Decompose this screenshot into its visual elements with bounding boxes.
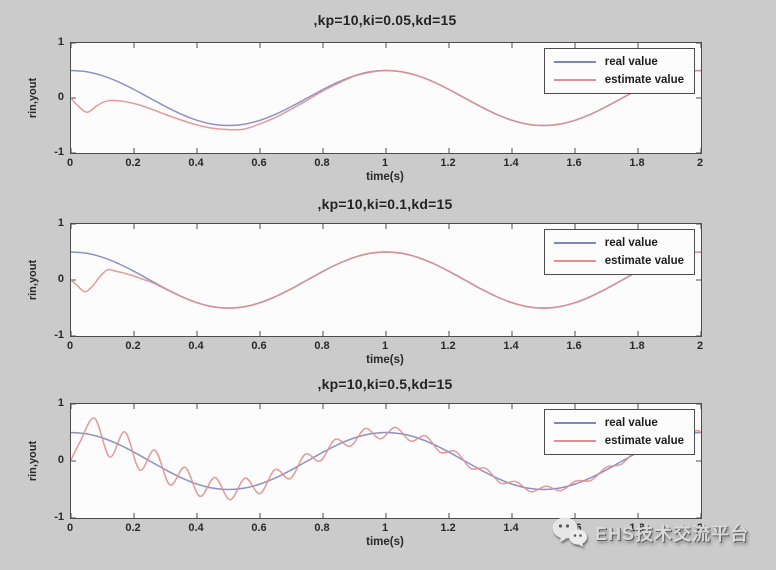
x-tick-label: 1.2 bbox=[440, 522, 456, 534]
x-tick-label: 1.8 bbox=[629, 522, 645, 534]
subplot-ki-0-1: ,kp=10,ki=0.1,kd=15 rin,yout real value … bbox=[0, 196, 776, 376]
wechat-icon bbox=[552, 517, 587, 547]
x-tick-label: 2 bbox=[696, 522, 704, 534]
x-tick-label: 1.2 bbox=[440, 157, 456, 169]
x-tick-label: 1.6 bbox=[566, 157, 582, 169]
x-tick-label: 0.2 bbox=[125, 157, 141, 169]
x-tick-label: 1.4 bbox=[503, 522, 519, 534]
x-tick-label: 0.6 bbox=[251, 340, 267, 352]
x-tick-label: 0.2 bbox=[125, 340, 141, 352]
subplot-ki-0-5: ,kp=10,ki=0.5,kd=15 rin,yout real value … bbox=[0, 376, 776, 570]
x-tick-label: 0.2 bbox=[125, 522, 141, 534]
x-tick-label: 2 bbox=[696, 340, 704, 352]
legend-line-real bbox=[553, 61, 596, 63]
x-tick-label: 0.8 bbox=[314, 340, 330, 352]
x-tick-label: 0.4 bbox=[188, 340, 204, 352]
x-tick-label: 0.8 bbox=[314, 522, 330, 534]
watermark: EHS技术交流平台 bbox=[551, 516, 749, 550]
legend: real value estimate value bbox=[543, 409, 695, 455]
x-axis-label: time(s) bbox=[366, 171, 404, 183]
legend-label: real value bbox=[604, 56, 658, 68]
plot-canvas bbox=[71, 43, 701, 153]
x-tick-label: 0.6 bbox=[251, 522, 267, 534]
y-tick-label: 0 bbox=[57, 454, 64, 466]
x-tick-label: 1 bbox=[381, 522, 389, 534]
plot-area: real value estimate value bbox=[70, 42, 702, 154]
legend-line-estimate bbox=[553, 440, 596, 442]
x-tick-label: 1.2 bbox=[440, 340, 456, 352]
legend: real value estimate value bbox=[543, 229, 695, 275]
x-tick-label: 1.6 bbox=[566, 340, 582, 352]
legend: real value estimate value bbox=[543, 48, 695, 94]
plot-canvas bbox=[71, 404, 701, 518]
x-tick-label: 0.4 bbox=[188, 522, 204, 534]
legend-entry-real: real value bbox=[553, 234, 684, 252]
plot-canvas bbox=[71, 224, 701, 336]
x-axis-label: time(s) bbox=[366, 536, 404, 548]
legend-entry-real: real value bbox=[553, 414, 684, 432]
x-tick-label: 0.8 bbox=[314, 157, 330, 169]
legend-label: estimate value bbox=[604, 74, 684, 86]
plot-title: ,kp=10,ki=0.05,kd=15 bbox=[313, 12, 457, 28]
legend-entry-estimate: estimate value bbox=[553, 252, 684, 270]
x-tick-labels: 0 0.2 0.4 0.6 0.8 1 1.2 1.4 1.6 1.8 2 bbox=[67, 340, 703, 354]
legend-label: estimate value bbox=[604, 255, 684, 267]
x-tick-label: 0 bbox=[66, 340, 74, 352]
subplot-ki-0-05: ,kp=10,ki=0.05,kd=15 rin,yout real value… bbox=[0, 12, 776, 196]
x-tick-label: 1.8 bbox=[629, 157, 645, 169]
y-tick-label: 1 bbox=[57, 217, 64, 229]
plot-title: ,kp=10,ki=0.5,kd=15 bbox=[317, 376, 453, 392]
x-tick-label: 1.4 bbox=[503, 340, 519, 352]
legend-line-real bbox=[553, 422, 596, 424]
y-tick-label: 0 bbox=[57, 91, 64, 103]
x-tick-label: 0.4 bbox=[188, 157, 204, 169]
y-tick-label: 1 bbox=[57, 397, 64, 409]
watermark-text: EHS技术交流平台 bbox=[595, 524, 750, 544]
x-tick-label: 0 bbox=[66, 522, 74, 534]
legend-entry-real: real value bbox=[553, 53, 684, 71]
legend-entry-estimate: estimate value bbox=[553, 432, 684, 450]
legend-label: estimate value bbox=[604, 435, 684, 447]
legend-label: real value bbox=[604, 237, 658, 249]
plot-area: real value estimate value bbox=[70, 223, 702, 337]
legend-line-real bbox=[553, 242, 596, 244]
legend-line-estimate bbox=[553, 260, 596, 262]
x-tick-label: 1.8 bbox=[629, 340, 645, 352]
y-tick-label: 1 bbox=[57, 36, 64, 48]
x-tick-label: 1.4 bbox=[503, 157, 519, 169]
y-tick-label: -1 bbox=[54, 329, 64, 341]
x-tick-labels: 0 0.2 0.4 0.6 0.8 1 1.2 1.4 1.6 1.8 2 bbox=[67, 157, 703, 171]
plot-area: real value estimate value bbox=[70, 403, 702, 519]
x-axis-label: time(s) bbox=[366, 354, 404, 366]
legend-label: real value bbox=[604, 417, 658, 429]
legend-entry-estimate: estimate value bbox=[553, 71, 684, 89]
x-tick-label: 0 bbox=[66, 157, 74, 169]
y-axis-label: rin,yout bbox=[27, 77, 39, 119]
y-tick-label: -1 bbox=[54, 511, 64, 523]
plot-title: ,kp=10,ki=0.1,kd=15 bbox=[317, 196, 453, 212]
y-axis-label: rin,yout bbox=[27, 259, 39, 301]
y-tick-label: 0 bbox=[57, 273, 64, 285]
x-tick-label: 1 bbox=[381, 340, 389, 352]
y-axis-label: rin,yout bbox=[27, 440, 39, 482]
y-tick-label: -1 bbox=[54, 146, 64, 158]
x-tick-label: 2 bbox=[696, 157, 704, 169]
x-tick-label: 0.6 bbox=[251, 157, 267, 169]
legend-line-estimate bbox=[553, 79, 596, 81]
x-tick-label: 1 bbox=[381, 157, 389, 169]
